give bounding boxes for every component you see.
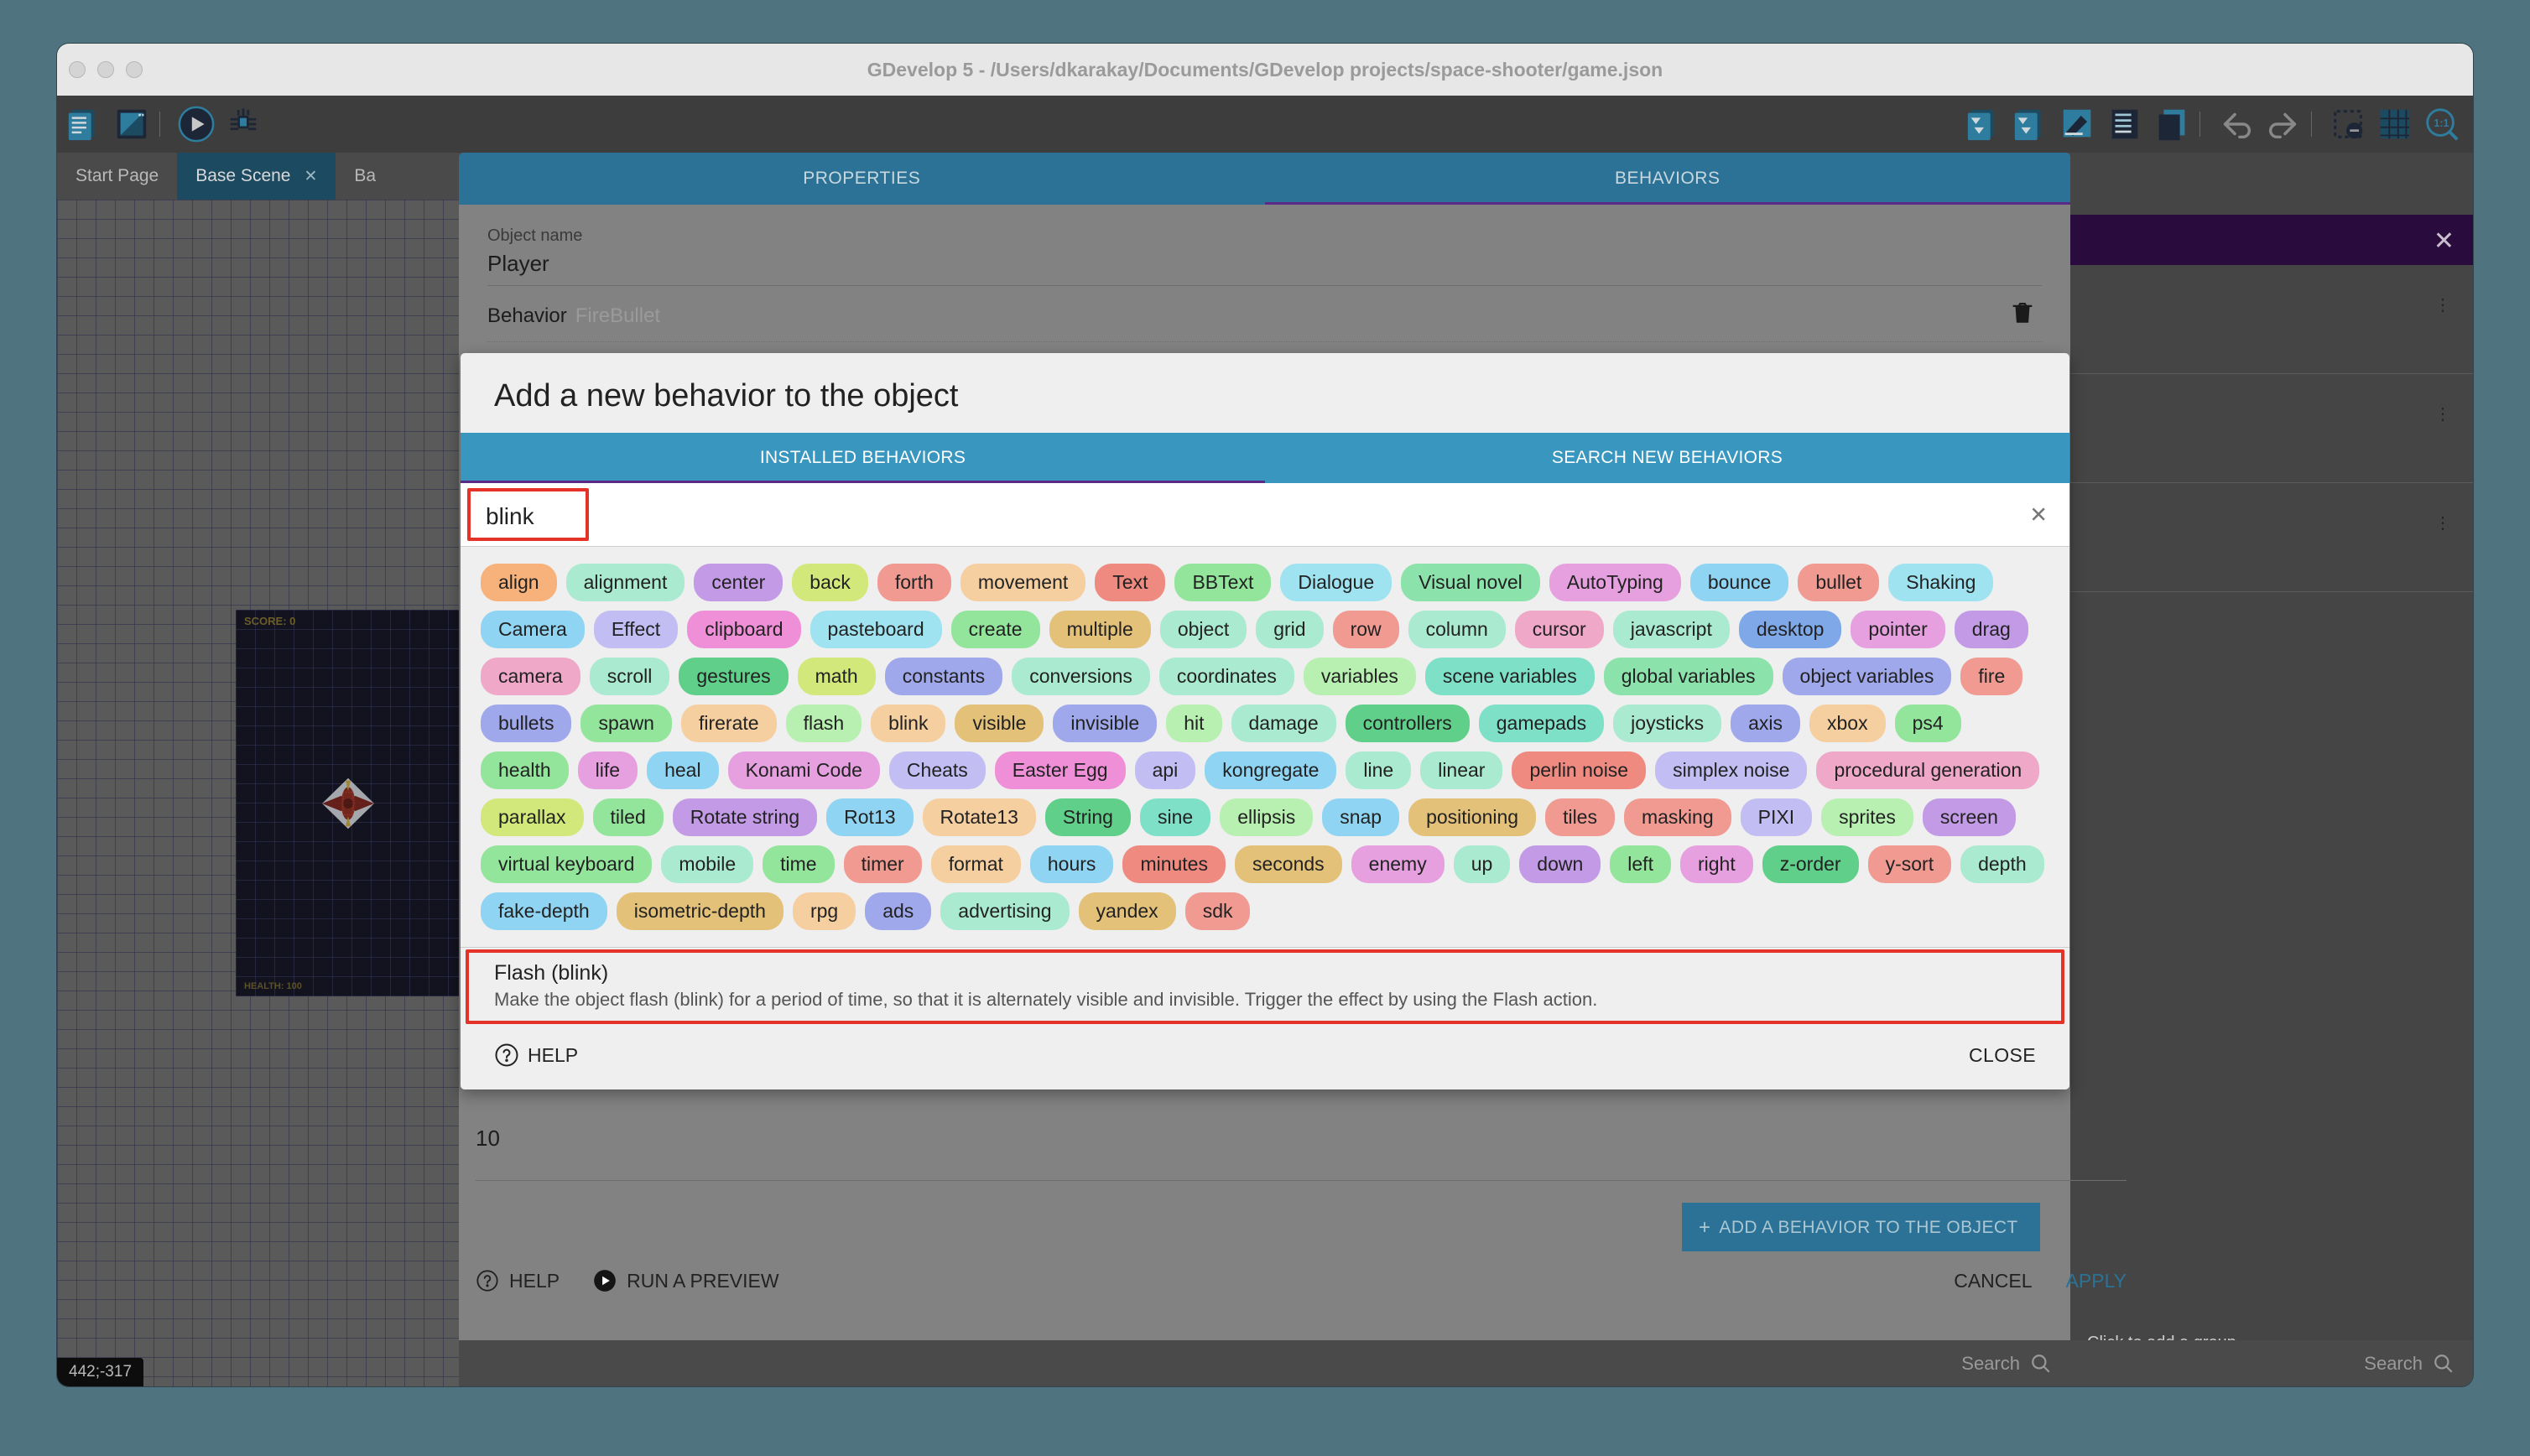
svg-text:1:1: 1:1 (2434, 117, 2449, 129)
